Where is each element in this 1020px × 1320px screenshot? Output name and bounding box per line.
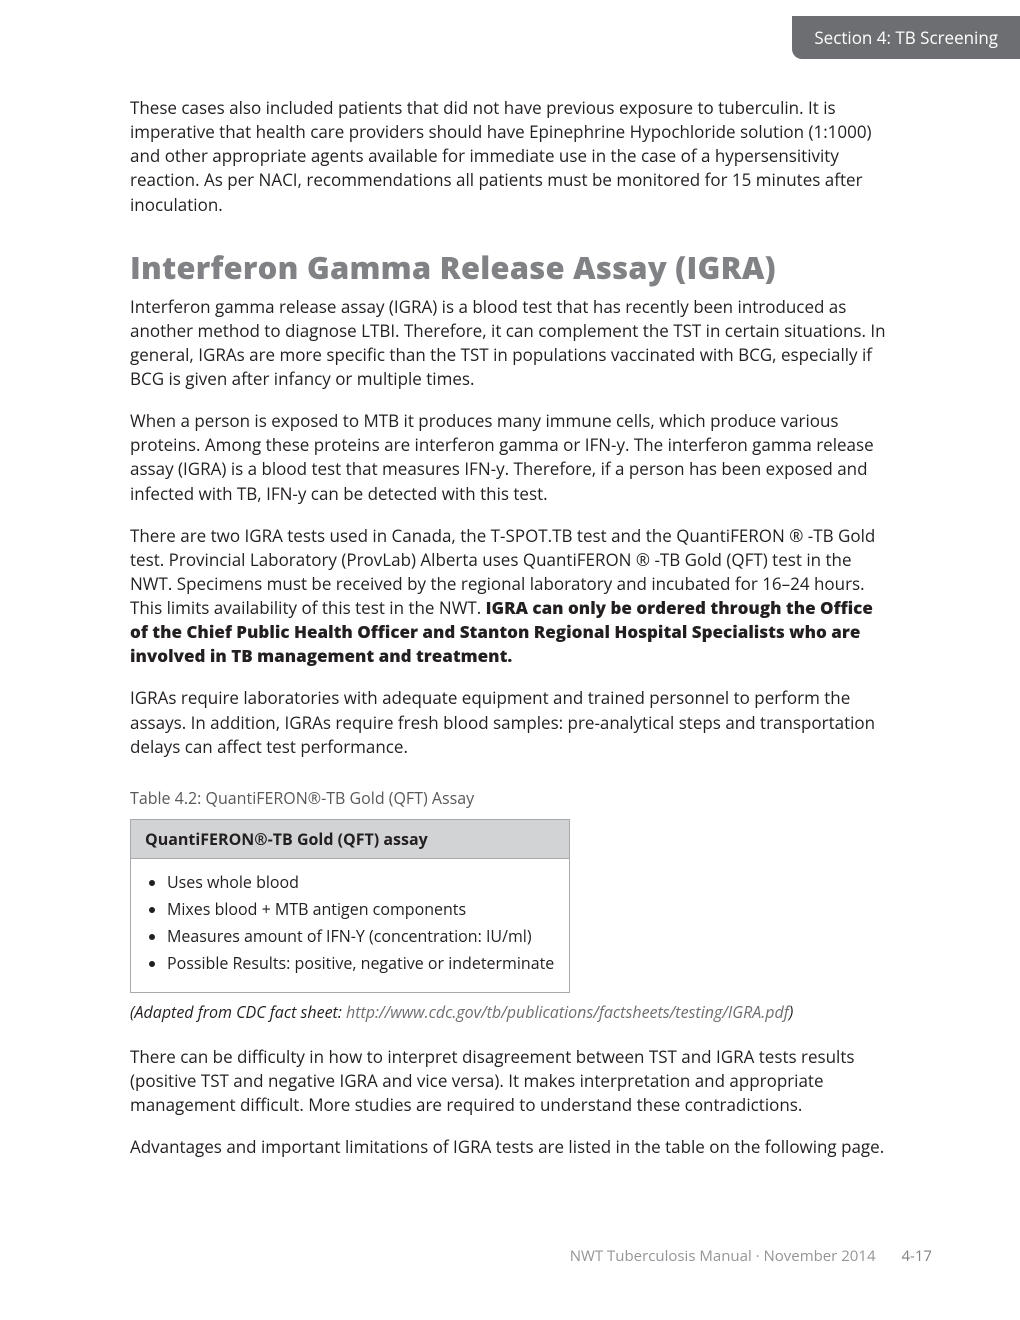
table-caption: Table 4.2: QuantiFERON®-TB Gold (QFT) As… <box>130 787 890 809</box>
page-content: These cases also included patients that … <box>130 96 890 1177</box>
citation-suffix: ) <box>789 1001 794 1023</box>
table-citation: (Adapted from CDC fact sheet: http://www… <box>130 1001 890 1023</box>
qft-list: Uses whole blood Mixes blood + MTB antig… <box>145 869 555 978</box>
citation-link: http://www.cdc.gov/tb/publications/facts… <box>346 1001 789 1023</box>
page-footer: NWT Tuberculosis Manual · November 2014 … <box>570 1246 932 1266</box>
section-heading: Interferon Gamma Release Assay (IGRA) <box>130 247 890 289</box>
paragraph-3: There are two IGRA tests used in Canada,… <box>130 524 890 669</box>
qft-list-item: Possible Results: positive, negative or … <box>167 950 555 977</box>
paragraph-5: There can be difficulty in how to interp… <box>130 1045 890 1117</box>
qft-list-item: Uses whole blood <box>167 869 555 896</box>
footer-page-number: 4-17 <box>901 1246 932 1266</box>
qft-table: QuantiFERON®-TB Gold (QFT) assay Uses wh… <box>130 819 570 993</box>
paragraph-1: Interferon gamma release assay (IGRA) is… <box>130 295 890 392</box>
footer-doc-title: NWT Tuberculosis Manual · November 2014 <box>570 1246 876 1266</box>
qft-table-cell: Uses whole blood Mixes blood + MTB antig… <box>131 858 570 992</box>
qft-list-item: Mixes blood + MTB antigen components <box>167 896 555 923</box>
section-tab: Section 4: TB Screening <box>792 16 1020 59</box>
citation-prefix: (Adapted from CDC fact sheet: <box>130 1001 346 1023</box>
qft-list-item: Measures amount of IFN-Y (concentration:… <box>167 923 555 950</box>
intro-paragraph: These cases also included patients that … <box>130 96 890 217</box>
paragraph-4: IGRAs require laboratories with adequate… <box>130 686 890 758</box>
paragraph-2: When a person is exposed to MTB it produ… <box>130 409 890 506</box>
qft-table-header: QuantiFERON®-TB Gold (QFT) assay <box>131 819 570 858</box>
paragraph-6: Advantages and important limitations of … <box>130 1135 890 1159</box>
